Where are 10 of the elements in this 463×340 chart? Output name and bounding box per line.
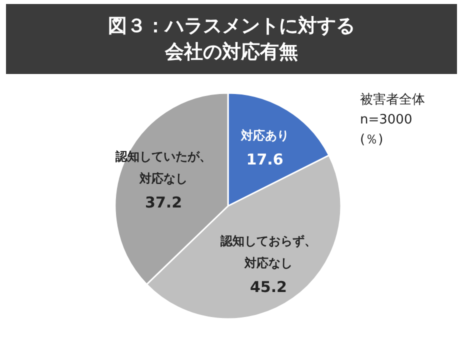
slice-label: 認知していたが、対応なし [114,150,212,186]
text: 被害者全体 [360,92,425,108]
slice-label: 対応あり [240,128,289,142]
data-label: 37.2 [145,194,182,212]
text: (％) [360,132,384,148]
slice-label: 認知しておらず、対応なし [219,234,316,270]
data-label: 17.6 [246,150,284,168]
data-label: 45.2 [250,278,287,296]
chart-title: 図３：ハラスメントに対する会社の対応有無 [108,15,355,63]
text: n=3000 [360,112,412,128]
